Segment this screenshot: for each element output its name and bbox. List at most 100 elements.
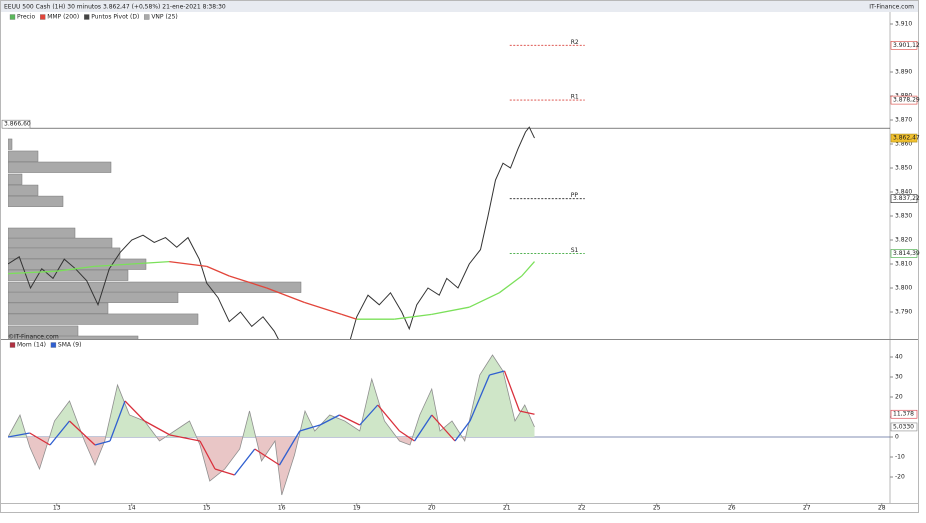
y-tick-label: -20 <box>895 474 905 481</box>
sma-segment <box>519 410 535 415</box>
sma-segment <box>399 430 415 442</box>
header-bar <box>1 1 918 12</box>
legend-swatch <box>144 14 150 20</box>
y-tick-label: -10 <box>895 454 905 461</box>
volume-bar <box>8 184 39 196</box>
volume-bar <box>8 313 199 325</box>
volume-bar <box>8 150 39 162</box>
x-tick-label: 22 <box>578 505 586 512</box>
reference-label: 3.866,60 <box>4 121 31 128</box>
sma-segment <box>29 432 51 446</box>
price-panel <box>8 44 890 339</box>
y-tick-label: 30 <box>895 374 903 381</box>
legend-swatch <box>50 342 57 348</box>
volume-bar <box>8 258 147 270</box>
volume-bar <box>8 161 112 173</box>
mmp-segment <box>341 313 357 320</box>
volume-bar <box>8 247 121 259</box>
y-tick-label: 3.790 <box>895 309 912 316</box>
y-tick-label: 3.840 <box>895 189 912 196</box>
sma-segment <box>49 420 71 446</box>
value-label-box <box>890 95 918 105</box>
sma-segment <box>413 414 433 442</box>
mmp-segment <box>229 275 267 289</box>
value-label-box <box>890 133 918 143</box>
value-label: 3.862,47 <box>893 135 920 142</box>
y-tick-label: 3.890 <box>895 69 912 76</box>
sma-segment <box>377 404 400 432</box>
sma-segment <box>214 468 235 476</box>
pivot-name: PP <box>571 192 579 199</box>
sma-segment <box>124 400 145 422</box>
legend-swatch <box>9 14 16 20</box>
watermark: ©IT-Finance.com <box>8 334 59 341</box>
sma-segment <box>233 448 256 476</box>
mmp-segment <box>169 260 207 268</box>
mmp-segment <box>431 306 470 316</box>
sma-segment <box>69 420 96 446</box>
sma-segment <box>319 414 340 426</box>
sma-segment <box>299 424 321 432</box>
momentum-line <box>8 354 535 496</box>
y-tick-label: 3.820 <box>895 237 912 244</box>
mmp-segment <box>8 270 57 275</box>
value-label: 3.901,12 <box>893 42 920 49</box>
legend-swatch <box>40 14 46 20</box>
x-tick-label: 28 <box>878 505 886 512</box>
mmp-segment <box>56 265 95 272</box>
x-tick-label: 13 <box>53 505 61 512</box>
sma-segment <box>278 430 301 466</box>
x-tick-label: 25 <box>653 505 661 512</box>
mmp-segment <box>394 313 432 320</box>
legend-label: Precio <box>17 14 36 21</box>
legend-label: VNP (25) <box>151 14 177 21</box>
value-label-box <box>890 249 918 258</box>
reference-box <box>1 119 31 129</box>
sma-segment <box>454 420 471 442</box>
frame <box>0 0 919 513</box>
value-label-box <box>890 422 918 432</box>
sma-segment <box>169 434 201 442</box>
legend-label: MMP (200) <box>47 14 79 21</box>
volume-bar <box>8 335 139 339</box>
value-label: 11,378 <box>893 411 914 418</box>
x-tick-label: 15 <box>203 505 211 512</box>
legend-swatch <box>9 342 16 348</box>
mmp-segment <box>468 292 500 308</box>
x-tick-label: 26 <box>728 505 736 512</box>
value-label-box <box>890 409 918 419</box>
sma-segment <box>8 432 30 438</box>
sma-segment <box>109 400 126 442</box>
momentum-area-positive <box>8 355 535 437</box>
volume-bar <box>8 237 113 249</box>
x-tick-label: 21 <box>503 505 511 512</box>
volume-bar <box>8 138 13 150</box>
sma-segment <box>339 414 361 426</box>
y-tick-label: 3.850 <box>895 165 912 172</box>
x-tick-label: 20 <box>428 505 436 512</box>
y-tick-label: 3.910 <box>895 21 912 28</box>
mmp-segment <box>304 301 342 316</box>
sma-segment <box>94 440 111 446</box>
mmp-segment <box>521 261 535 277</box>
legend-label: SMA (9) <box>58 342 82 349</box>
mmp-segment <box>131 260 170 265</box>
y-tick-label: 3.810 <box>895 261 912 268</box>
pivot-name: R2 <box>571 39 579 46</box>
volume-bar <box>8 173 23 185</box>
price-line <box>8 126 535 339</box>
sma-segment <box>503 370 521 412</box>
y-tick-label: 3.830 <box>895 213 912 220</box>
x-tick-label: 19 <box>353 505 361 512</box>
y-tick-label: 3.870 <box>895 117 912 124</box>
mmp-segment <box>498 275 523 294</box>
volume-bar <box>8 281 302 293</box>
value-label-box <box>890 194 918 203</box>
pivot-name: S1 <box>571 247 579 254</box>
y-tick-label: 3.800 <box>895 285 912 292</box>
legend-label: Mom (14) <box>17 342 46 349</box>
y-tick-label: 3.860 <box>895 141 912 148</box>
mmp-segment <box>94 263 132 268</box>
sma-segment <box>469 374 491 422</box>
sma-segment <box>199 440 216 470</box>
